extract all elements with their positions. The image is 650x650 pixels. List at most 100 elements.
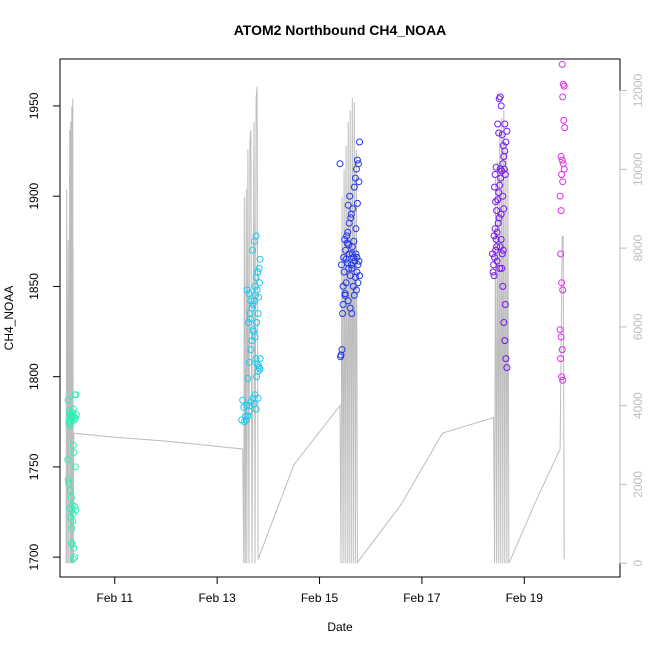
data-point	[72, 391, 80, 399]
data-point	[350, 237, 358, 245]
data-point	[246, 315, 254, 323]
data-point	[561, 124, 569, 132]
x-axis: Feb 11 Feb 13 Feb 15 Feb 17 Feb 19	[97, 576, 543, 605]
data-point	[557, 207, 565, 215]
data-point	[70, 544, 78, 552]
data-point	[253, 373, 261, 381]
series-5	[556, 60, 569, 384]
data-point	[66, 486, 74, 494]
data-point	[501, 171, 509, 178]
data-point	[494, 196, 502, 204]
x-tick-label: Feb 11	[97, 591, 134, 605]
data-point	[71, 503, 79, 511]
y-tick-label: 1750	[27, 453, 41, 480]
data-point	[344, 297, 352, 305]
data-point	[499, 142, 507, 150]
data-point	[336, 160, 344, 168]
data-point	[495, 214, 503, 222]
data-point	[559, 93, 567, 101]
y-tick-label: 1850	[27, 273, 41, 300]
data-point	[256, 355, 264, 363]
x-tick-label: Feb 15	[301, 591, 339, 605]
data-point	[348, 264, 356, 272]
right-y-tick-label: 6000	[631, 313, 645, 340]
data-point	[503, 364, 511, 372]
data-point	[244, 375, 252, 382]
series-2	[238, 232, 264, 426]
data-point	[71, 463, 79, 471]
data-point	[350, 183, 358, 191]
data-point	[490, 261, 498, 269]
data-point	[64, 476, 72, 483]
data-point	[356, 272, 363, 280]
data-point	[557, 355, 565, 363]
data-point	[251, 282, 259, 290]
chart-title: ATOM2 Northbound CH4_NOAA	[234, 22, 447, 38]
data-point	[496, 93, 504, 101]
data-point	[247, 346, 255, 354]
data-point	[243, 402, 251, 409]
data-point	[497, 210, 505, 218]
data-point	[557, 333, 565, 341]
data-point	[339, 282, 347, 290]
data-point	[559, 376, 567, 384]
data-point	[356, 138, 363, 146]
data-point	[349, 205, 357, 213]
data-point	[244, 319, 252, 326]
data-point	[347, 261, 355, 269]
data-point	[256, 279, 264, 287]
data-point	[245, 358, 253, 366]
data-point	[497, 102, 505, 110]
data-point	[496, 165, 504, 173]
right-y-tick-label: 0	[631, 560, 645, 567]
data-point	[252, 355, 260, 363]
data-point	[492, 246, 500, 254]
data-point	[498, 250, 506, 258]
right-y-tick-label: 2000	[631, 471, 645, 498]
y-tick-label: 1950	[27, 92, 41, 119]
data-point	[558, 60, 566, 68]
data-point	[71, 414, 79, 422]
data-point	[558, 279, 566, 287]
data-point	[351, 174, 359, 182]
right-y-tick-label: 12000	[631, 74, 645, 108]
data-point	[353, 254, 361, 261]
right-y-tick-label: 10000	[631, 152, 645, 186]
data-point	[501, 301, 509, 308]
data-point	[491, 183, 499, 191]
data-point	[493, 243, 501, 251]
x-tick-label: Feb 17	[403, 591, 441, 605]
data-point	[253, 319, 261, 326]
data-point	[256, 255, 264, 263]
data-point	[495, 189, 503, 197]
data-point	[342, 246, 350, 254]
data-point	[254, 310, 262, 317]
data-point	[492, 163, 500, 171]
data-point	[346, 192, 354, 200]
data-point	[556, 326, 564, 334]
data-point	[558, 156, 566, 164]
data-point	[69, 555, 77, 563]
data-point	[557, 250, 565, 258]
data-point	[68, 541, 76, 548]
data-point	[558, 346, 566, 354]
data-point	[500, 205, 508, 213]
data-point	[560, 165, 568, 173]
data-point	[558, 171, 566, 178]
data-point	[242, 416, 250, 424]
data-point	[344, 228, 352, 236]
data-point	[337, 353, 344, 361]
data-point	[345, 241, 353, 249]
data-point	[559, 178, 567, 186]
data-point	[67, 418, 75, 426]
data-point	[339, 310, 347, 317]
data-point	[558, 373, 566, 381]
data-point	[499, 282, 507, 290]
data-point	[71, 553, 79, 561]
data-point	[65, 416, 73, 424]
data-point	[352, 286, 360, 294]
data-point	[499, 192, 507, 200]
data-point	[249, 326, 257, 334]
data-point	[560, 116, 568, 124]
y-tick-label: 1700	[27, 543, 41, 570]
